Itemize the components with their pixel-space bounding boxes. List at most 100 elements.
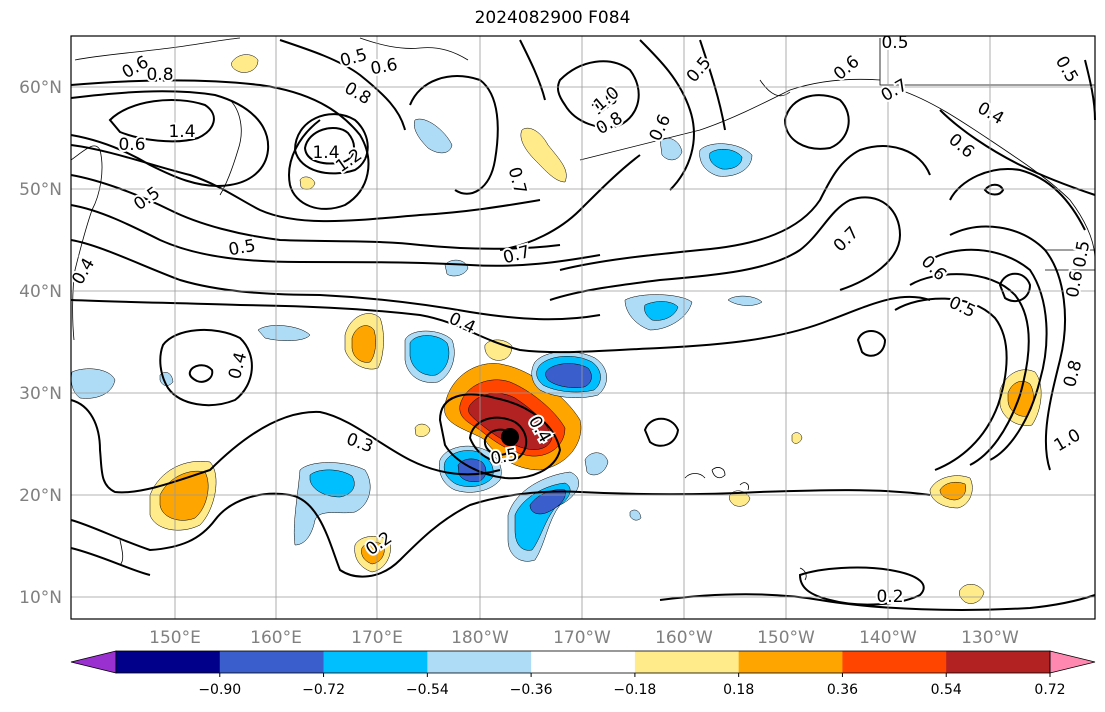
- contour-line: [643, 417, 680, 447]
- lat-label: 40°N: [19, 282, 62, 302]
- contour-line: [70, 547, 151, 576]
- warm-anomaly-patch: [351, 325, 376, 363]
- cold-anomaly-patch: [414, 118, 453, 154]
- contour-label: 0.5: [1070, 239, 1094, 269]
- contour-line: [556, 60, 640, 129]
- lat-label: 50°N: [19, 180, 62, 200]
- contour-line: [438, 393, 562, 480]
- cold-anomaly-patch: [644, 301, 679, 321]
- contour-line: [519, 39, 546, 101]
- contour-line: [159, 328, 253, 407]
- contour-label: 0.6: [118, 135, 145, 155]
- cold-anomaly-patch: [709, 149, 743, 170]
- contour-line: [303, 127, 355, 165]
- colorbar-tick-label: −0.72: [302, 682, 345, 698]
- contour-line: [70, 204, 601, 267]
- colorbar-extension-low: [70, 650, 117, 674]
- contour-line: [949, 168, 1086, 231]
- cold-anomaly-patch: [584, 452, 609, 476]
- contour-line: [70, 489, 931, 578]
- colorbar-extension-high: [1049, 650, 1096, 674]
- contour-line: [279, 39, 406, 131]
- longitude-labels: 150°E 160°E 170°E 180°W 170°W 160°W 150°…: [149, 628, 1019, 648]
- contour-line: [559, 145, 931, 271]
- lon-label: 160°W: [655, 628, 713, 648]
- lon-label: 130°W: [961, 628, 1019, 648]
- cold-anomaly-patch: [257, 325, 311, 341]
- warm-anomaly-patch: [414, 423, 431, 437]
- contour-line: [659, 593, 1096, 611]
- colorbar-tick-label: −0.18: [613, 682, 656, 698]
- warm-anomaly-patch: [791, 432, 803, 444]
- contour-line: [70, 174, 561, 250]
- contour-label: 1.4: [312, 143, 339, 163]
- lat-label: 10°N: [19, 588, 62, 608]
- colorbar-tick-label: 0.18: [723, 682, 754, 698]
- warm-anomaly-patch: [520, 127, 567, 183]
- lon-label: 170°W: [553, 628, 611, 648]
- colorbar-tick-labels: −0.90 −0.72 −0.54 −0.36 −0.18 0.18 0.36 0.54 0.7…: [198, 682, 1065, 698]
- lon-label: 170°E: [351, 628, 403, 648]
- contour-line: [70, 144, 541, 223]
- contour-label: 0.8: [146, 65, 173, 85]
- contour-line: [468, 416, 528, 463]
- warm-anomaly-center: [468, 393, 553, 450]
- colorbar-swatch: [842, 651, 947, 673]
- colorbar-swatch: [219, 651, 325, 673]
- cold-anomaly-patch: [309, 469, 355, 498]
- contour-line: [70, 239, 601, 321]
- cold-anomaly-patch: [409, 335, 450, 376]
- lon-label: 180°W: [451, 628, 509, 648]
- cold-anomaly-patch: [629, 509, 642, 521]
- colorbar-tick-label: −0.36: [510, 682, 553, 698]
- colorbar-swatch: [634, 651, 740, 673]
- contour-line: [70, 399, 501, 494]
- colorbar: [70, 650, 1096, 677]
- storm-center-marker: [501, 428, 519, 446]
- contour-label: 0.5: [881, 33, 908, 53]
- contour-label: 1.4: [168, 122, 195, 142]
- colorbar-tick-label: 0.36: [827, 682, 858, 698]
- shaded-fields: [71, 54, 1042, 604]
- contour-line: [70, 79, 370, 210]
- contour-line: [949, 225, 1066, 471]
- colorbar-swatch: [946, 651, 1051, 673]
- contour-line: [70, 295, 931, 354]
- coastlines: [70, 37, 1096, 581]
- map-border: [70, 35, 1096, 620]
- lat-label: 60°N: [19, 78, 62, 98]
- lat-label: 30°N: [19, 384, 62, 404]
- cold-anomaly-patch: [71, 368, 116, 399]
- colorbar-swatch: [116, 651, 221, 673]
- contour-line: [699, 39, 726, 131]
- contour-label: 0.2: [876, 587, 903, 607]
- warm-anomaly-patch: [231, 54, 259, 73]
- lon-label: 140°W: [859, 628, 917, 648]
- contour-line: [998, 272, 1032, 303]
- colorbar-border: [115, 650, 1051, 674]
- contour-line: [856, 330, 887, 357]
- warm-anomaly-patch: [958, 584, 985, 604]
- map-title: 2024082900 F084: [474, 8, 631, 28]
- lon-label: 150°W: [757, 628, 815, 648]
- contour-line: [293, 113, 369, 175]
- contour-line: [499, 154, 641, 251]
- colorbar-tick-label: 0.54: [931, 682, 962, 698]
- lon-label: 150°E: [149, 628, 201, 648]
- contour-line: [894, 297, 1008, 471]
- graticule: [71, 36, 1095, 619]
- colorbar-tick-label: 0.72: [1034, 682, 1065, 698]
- cold-anomaly-patch: [727, 295, 763, 306]
- colorbar-swatch: [427, 651, 532, 673]
- colorbar-swatch: [531, 651, 636, 673]
- cold-anomaly-patch: [545, 363, 592, 388]
- colorbar-tick-label: −0.54: [406, 682, 449, 698]
- latitude-labels: 60°N 50°N 40°N 30°N 20°N 10°N: [19, 78, 62, 608]
- map-area: [71, 36, 1095, 619]
- contour-line: [929, 248, 1048, 461]
- contour-line: [483, 428, 516, 457]
- contour-line: [798, 566, 925, 606]
- colorbar-tick-label: −0.90: [198, 682, 241, 698]
- contour-line: [549, 196, 902, 301]
